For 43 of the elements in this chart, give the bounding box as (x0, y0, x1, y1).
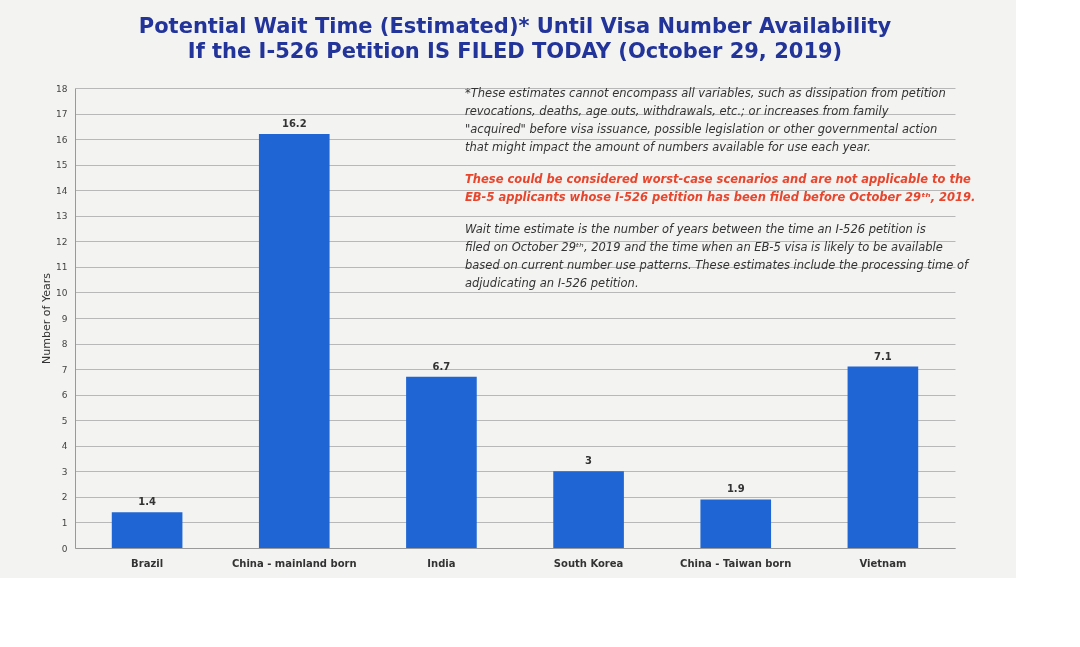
data-label: 1.9 (726, 483, 745, 495)
y-tick-label: 2 (61, 492, 68, 503)
x-tick-label: South Korea (553, 557, 624, 569)
data-label: 1.4 (138, 496, 156, 508)
annotation: *These estimates cannot encompass all variables, such as dissipation from petition revocations, deaths, age outs, withdrawals, etc.; or increases from family "acquired" before visa issuance, possible legislation or other governmental action that might impact the amount of numbers available for use each year. (465, 86, 946, 154)
bar (111, 512, 183, 548)
y-tick-label: 8 (61, 339, 68, 350)
data-label: 3 (585, 455, 593, 467)
data-label: 6.7 (432, 360, 451, 372)
data-label: 7.1 (874, 350, 892, 362)
y-tick-label: 0 (61, 543, 68, 554)
y-tick-label: 1 (61, 517, 68, 528)
y-tick-label: 17 (56, 109, 68, 120)
y-tick-label: 5 (61, 415, 68, 426)
y-tick-label: 18 (56, 83, 68, 94)
x-tick-label: China - mainland born (231, 557, 357, 569)
y-tick-label: 14 (56, 185, 68, 196)
chart-subtitle: If the I-526 Petition IS FILED TODAY (October 29, 2019) (187, 39, 843, 63)
bar (700, 499, 772, 548)
y-tick-label: 12 (56, 236, 68, 247)
data-label: 16.2 (281, 118, 307, 129)
y-tick-label: 6 (61, 390, 68, 401)
y-tick-label: 9 (61, 313, 68, 324)
x-tick-label: India (427, 557, 456, 569)
y-tick-label: 10 (56, 287, 68, 298)
y-tick-label: 7 (61, 364, 68, 375)
chart-title: Potential Wait Time (Estimated)* Until Visa Number Availability (138, 14, 892, 38)
y-tick-label: 11 (56, 262, 68, 273)
annotation: These could be considered worst-case scenarios and are not applicable to the EB-5 applicants whose I-526 petition has been filed before October 29ᵗʰ, 2019. (465, 172, 976, 204)
y-tick-label: 13 (56, 211, 68, 222)
y-axis-title: Number of Years (40, 272, 54, 364)
bar (553, 471, 624, 548)
bar (406, 376, 477, 548)
x-tick-label: China - Taiwan born (680, 557, 792, 569)
y-tick-label: 4 (61, 441, 68, 452)
bar (847, 366, 919, 548)
annotation: Wait time estimate is the number of years between the time an I-526 petition is filed on October 29ᵗʰ, 2019 and the time when an EB-5 visa is likely to be available based on current number use patterns. These estimates include the processing time of adjudicating an I-526 petition. (465, 222, 971, 290)
y-tick-label: 16 (56, 134, 68, 145)
bar (258, 134, 330, 548)
y-tick-label: 3 (61, 466, 68, 477)
x-tick-label: Vietnam (859, 557, 907, 569)
y-tick-label: 15 (56, 160, 68, 171)
x-tick-label: Brazil (131, 557, 164, 569)
